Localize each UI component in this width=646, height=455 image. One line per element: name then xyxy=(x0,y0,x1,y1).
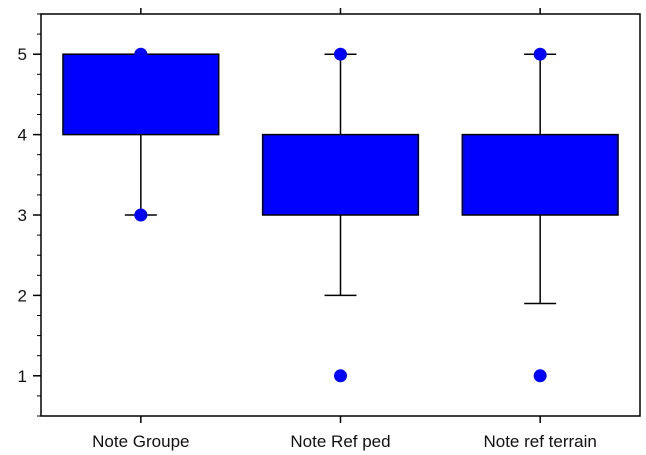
data-point xyxy=(134,47,148,61)
x-axis: Note Groupe Note Ref ped Note ref terrain xyxy=(92,8,597,451)
data-point xyxy=(533,369,547,383)
box-iqr xyxy=(62,53,220,136)
box-iqr xyxy=(461,133,619,216)
data-point xyxy=(533,47,547,61)
x-category-label: Note Ref ped xyxy=(290,432,390,451)
y-tick-label: 1 xyxy=(18,367,27,386)
boxes xyxy=(62,47,619,383)
data-point xyxy=(334,369,347,383)
box-group xyxy=(62,47,220,222)
data-point xyxy=(134,208,148,222)
y-tick-label: 4 xyxy=(18,126,27,145)
box-group xyxy=(461,47,619,383)
x-category-label: Note ref terrain xyxy=(483,432,596,451)
y-axis: 1 2 3 4 5 xyxy=(18,13,41,417)
box-iqr xyxy=(261,133,420,216)
y-tick-label: 3 xyxy=(18,206,27,225)
box-group xyxy=(261,47,420,383)
y-tick-label: 2 xyxy=(18,286,27,305)
x-category-label: Note Groupe xyxy=(92,432,189,451)
data-point xyxy=(334,47,347,61)
y-tick-label: 5 xyxy=(18,45,27,64)
